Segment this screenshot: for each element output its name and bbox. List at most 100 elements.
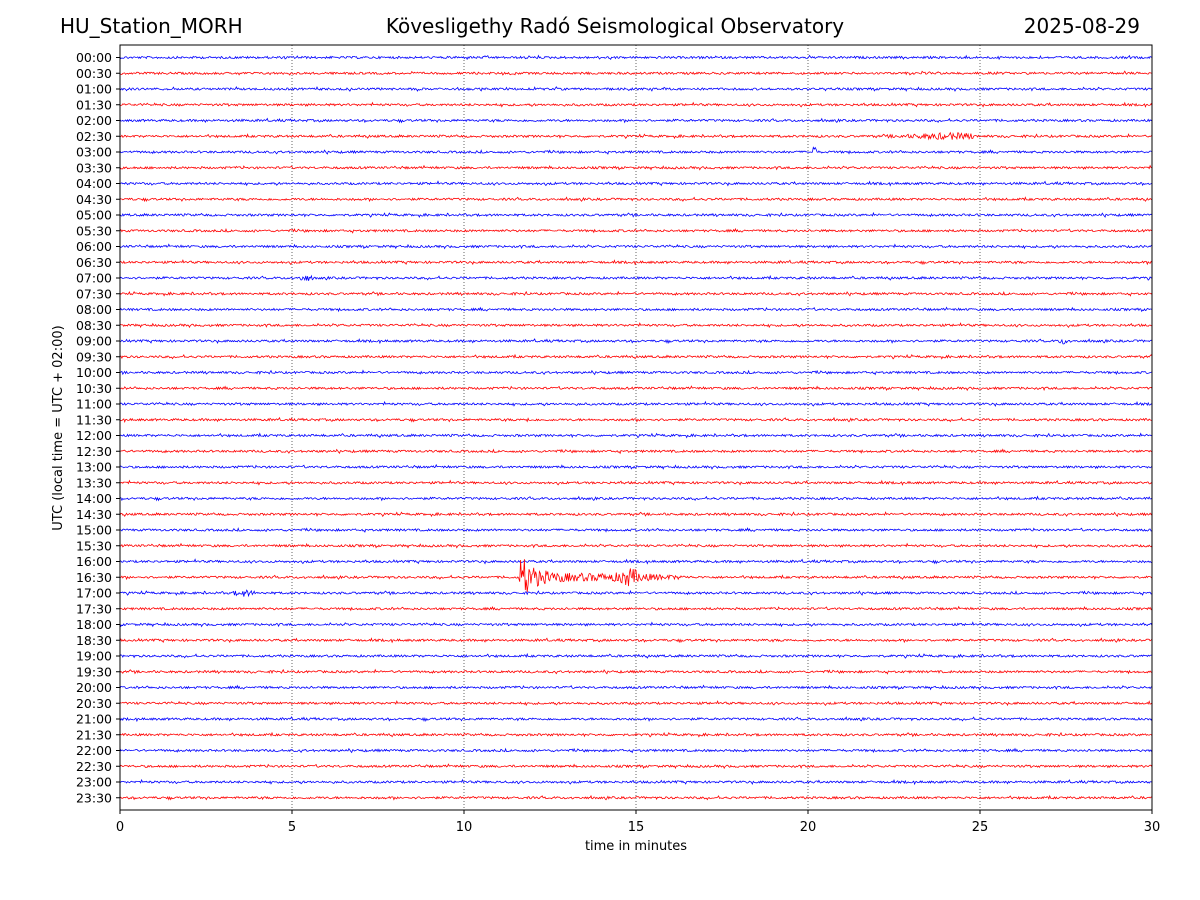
y-tick-label: 22:30	[76, 759, 112, 774]
y-tick-label: 09:30	[76, 349, 112, 364]
y-tick-label: 04:00	[76, 176, 112, 191]
y-tick-label: 14:00	[76, 491, 112, 506]
y-tick-label: 06:00	[76, 239, 112, 254]
grid-lines	[291, 45, 981, 810]
trace-0730	[119, 290, 1153, 297]
trace-1430	[119, 511, 1153, 518]
y-tick-label: 16:30	[76, 570, 112, 585]
trace-2000	[119, 684, 1153, 691]
trace-0500	[119, 211, 1153, 218]
trace-1200	[119, 432, 1153, 439]
y-tick-label: 15:30	[76, 538, 112, 553]
trace-0830	[119, 322, 1152, 329]
trace-1230	[119, 448, 1153, 455]
y-ticks: 00:0000:3001:0001:3002:0002:3003:0003:30…	[76, 50, 120, 805]
trace-2130	[119, 731, 1153, 738]
trace-1730	[119, 605, 1153, 612]
y-tick-label: 03:00	[76, 145, 112, 160]
y-tick-label: 23:30	[76, 790, 112, 805]
y-tick-label: 09:00	[76, 334, 112, 349]
y-tick-label: 14:30	[76, 507, 112, 522]
y-tick-label: 08:30	[76, 318, 112, 333]
trace-1400	[119, 495, 1153, 502]
y-tick-label: 20:00	[76, 680, 112, 695]
y-tick-label: 19:30	[76, 664, 112, 679]
y-tick-label: 13:30	[76, 475, 112, 490]
trace-0900	[119, 338, 1153, 345]
chart-title: Kövesligethy Radó Seismological Observat…	[385, 14, 845, 38]
trace-0600	[119, 243, 1153, 250]
trace-0230	[119, 131, 1153, 141]
y-tick-label: 05:00	[76, 208, 112, 223]
trace-1530	[119, 542, 1153, 549]
trace-2100	[119, 716, 1153, 723]
trace-0930	[119, 353, 1153, 360]
y-tick-label: 23:00	[76, 775, 112, 790]
y-tick-label: 20:30	[76, 696, 112, 711]
y-tick-label: 05:30	[76, 223, 112, 238]
y-tick-label: 12:00	[76, 428, 112, 443]
station-name: HU_Station_MORH	[60, 14, 243, 38]
trace-1800	[119, 621, 1153, 628]
y-tick-label: 17:30	[76, 601, 112, 616]
trace-0130	[119, 101, 1153, 108]
y-tick-label: 21:30	[76, 727, 112, 742]
x-tick-label: 30	[1144, 820, 1161, 835]
y-tick-label: 01:30	[76, 97, 112, 112]
trace-0800	[119, 306, 1153, 313]
trace-0400	[119, 180, 1153, 187]
trace-1930	[119, 668, 1153, 675]
trace-1600	[119, 558, 1153, 565]
trace-0100	[119, 85, 1153, 92]
trace-0700	[119, 274, 1153, 282]
trace-lines	[119, 54, 1153, 801]
trace-1630	[120, 559, 1153, 593]
trace-0330	[119, 164, 1153, 171]
y-tick-label: 21:00	[76, 712, 112, 727]
x-tick-label: 25	[972, 820, 989, 835]
y-tick-label: 06:30	[76, 255, 112, 270]
y-tick-label: 01:00	[76, 82, 112, 97]
trace-0630	[119, 259, 1153, 266]
trace-2230	[119, 763, 1153, 770]
trace-1030	[119, 385, 1153, 392]
trace-1100	[119, 400, 1153, 407]
y-tick-label: 08:00	[76, 302, 112, 317]
x-tick-label: 0	[116, 820, 124, 835]
y-tick-label: 07:30	[76, 286, 112, 301]
y-tick-label: 00:30	[76, 66, 112, 81]
trace-1500	[119, 527, 1153, 533]
x-axis-label: time in minutes	[585, 839, 687, 854]
y-tick-label: 11:00	[76, 397, 112, 412]
trace-1900	[119, 652, 1153, 659]
trace-2030	[119, 700, 1153, 707]
trace-0430	[119, 196, 1153, 203]
y-tick-label: 19:00	[76, 649, 112, 664]
trace-2300	[119, 778, 1153, 786]
y-tick-label: 10:00	[76, 365, 112, 380]
trace-1000	[119, 369, 1153, 376]
y-tick-label: 13:00	[76, 460, 112, 475]
x-tick-label: 10	[456, 820, 473, 835]
trace-2200	[119, 747, 1153, 754]
x-ticks: 0 5 10 15 20 25 30	[116, 810, 1160, 835]
trace-1830	[119, 637, 1153, 644]
y-tick-label: 15:00	[76, 523, 112, 538]
y-tick-label: 00:00	[76, 50, 112, 65]
y-tick-label: 07:00	[76, 271, 112, 286]
y-tick-label: 02:00	[76, 113, 112, 128]
y-tick-label: 03:30	[76, 160, 112, 175]
y-tick-label: 22:00	[76, 743, 112, 758]
x-tick-label: 20	[800, 820, 817, 835]
y-tick-label: 02:30	[76, 129, 112, 144]
y-tick-label: 18:30	[76, 633, 112, 648]
trace-0530	[119, 227, 1153, 234]
chart-date: 2025-08-29	[1023, 14, 1140, 38]
trace-1300	[119, 463, 1153, 470]
trace-1330	[119, 479, 1153, 486]
trace-1130	[119, 416, 1153, 423]
trace-0030	[120, 70, 1152, 76]
y-axis-label: UTC (local time = UTC + 02:00)	[51, 325, 66, 530]
y-tick-label: 04:30	[76, 192, 112, 207]
trace-2330	[119, 794, 1153, 801]
